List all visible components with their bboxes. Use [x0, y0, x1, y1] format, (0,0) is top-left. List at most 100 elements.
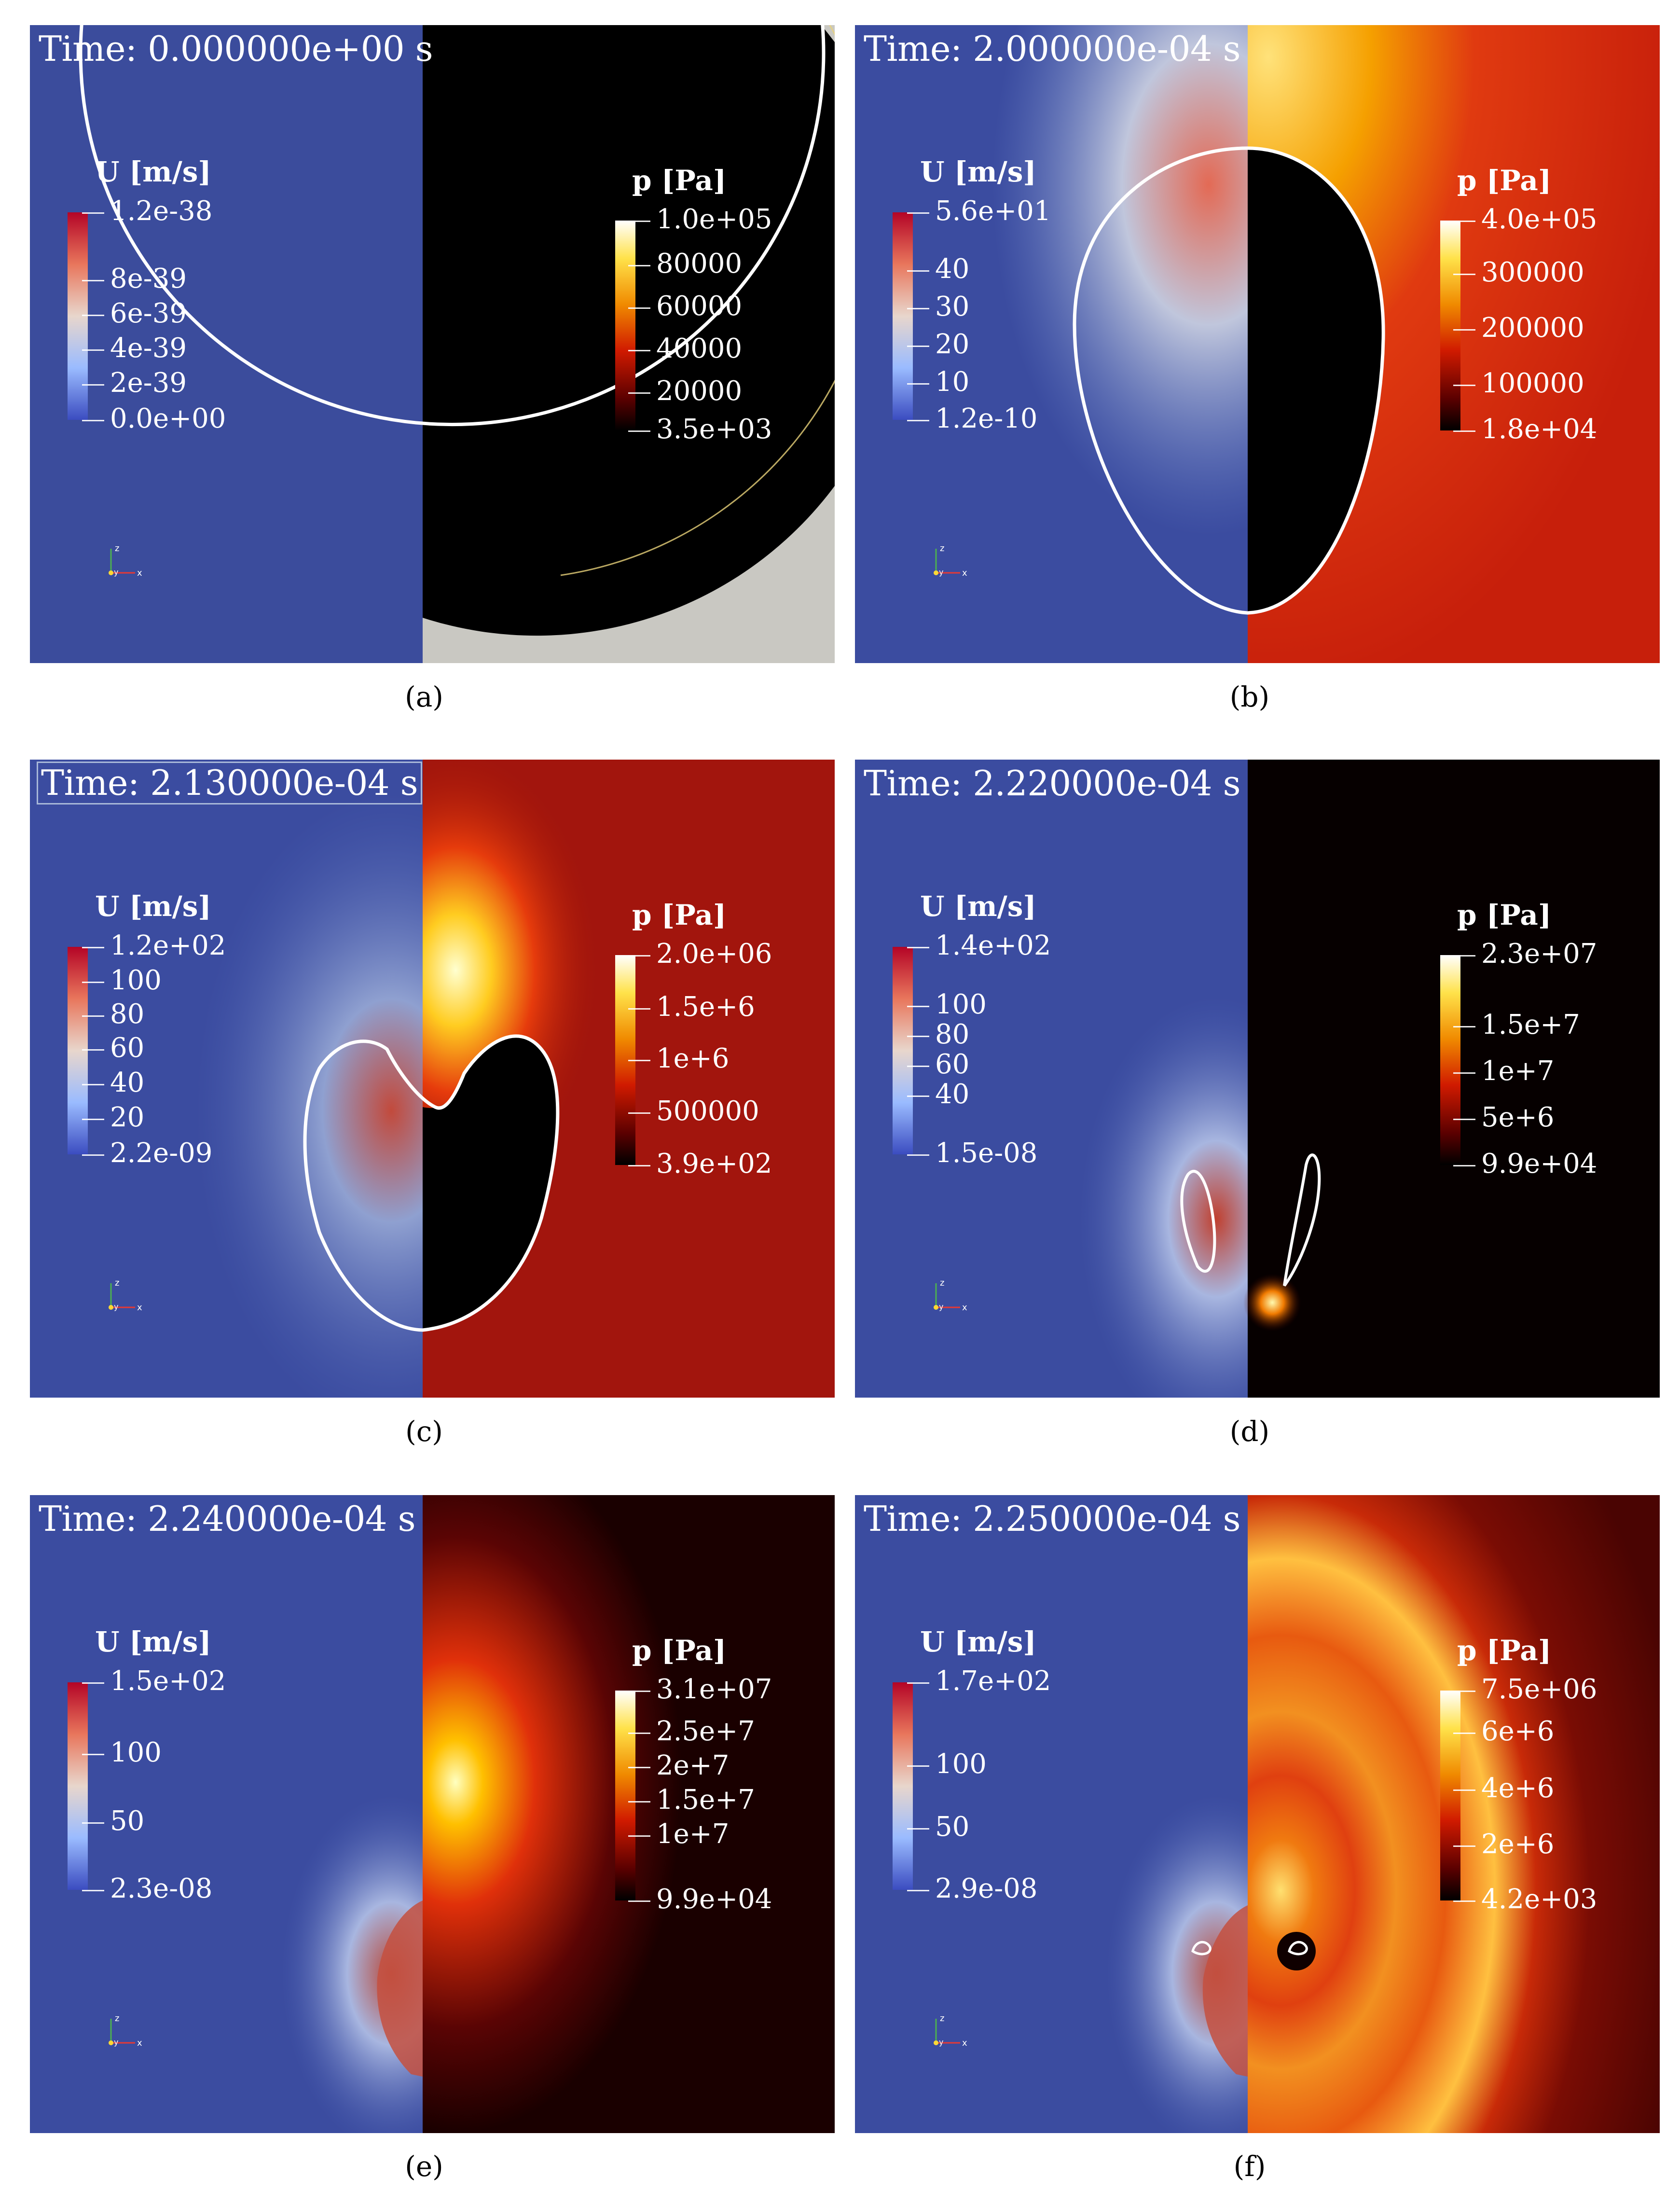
u-tick: 2.9e-08 — [935, 1873, 1038, 1904]
u-bar-title: U [m/s] — [920, 890, 1036, 923]
u-colorbar — [893, 947, 913, 1154]
u-tick: 60 — [110, 1032, 145, 1064]
axis-y-label: y — [114, 1302, 118, 1311]
p-tick: 3.5e+03 — [656, 414, 772, 445]
p-tick: 4.0e+05 — [1481, 204, 1597, 235]
caption-f: (f) — [1233, 2150, 1266, 2183]
p-bar-title: p [Pa] — [1457, 1634, 1552, 1667]
u-colorbar — [68, 947, 88, 1154]
u-bar-title: U [m/s] — [95, 1625, 211, 1658]
caption-a: (a) — [405, 680, 443, 713]
p-tick: 2e+7 — [656, 1750, 730, 1781]
u-bar-title: U [m/s] — [95, 890, 211, 923]
u-tick: 10 — [935, 366, 970, 398]
u-bar-title: U [m/s] — [920, 1625, 1036, 1658]
axes-triad: z y x — [109, 1278, 142, 1313]
p-tick: 1.5e+7 — [1481, 1009, 1580, 1040]
u-tick: 1.2e-38 — [110, 195, 213, 227]
u-tick: 2e-39 — [110, 367, 187, 399]
p-tick: 300000 — [1481, 257, 1584, 288]
p-tick: 1.5e+6 — [656, 991, 755, 1023]
u-tick: 100 — [935, 1748, 987, 1780]
p-tick: 4.2e+03 — [1481, 1884, 1597, 1915]
p-bar-title: p [Pa] — [1457, 164, 1552, 197]
axis-x-label: x — [137, 568, 142, 578]
p-colorbar — [615, 1691, 635, 1900]
p-bar-title: p [Pa] — [632, 899, 727, 931]
panel-d-field — [855, 760, 1660, 1398]
axis-z-label: z — [940, 1278, 944, 1288]
p-tick: 9.9e+04 — [1481, 1148, 1597, 1179]
u-tick: 8e-39 — [110, 263, 187, 294]
p-tick: 2e+6 — [1481, 1829, 1555, 1860]
p-tick: 3.1e+07 — [656, 1674, 772, 1705]
u-tick: 20 — [110, 1102, 145, 1133]
caption-e: (e) — [405, 2150, 443, 2183]
panel-b-field — [855, 25, 1660, 663]
time-label: Time: 2.000000e-04 s — [864, 28, 1241, 69]
p-tick: 100000 — [1481, 368, 1584, 399]
u-bar-title: U [m/s] — [95, 155, 211, 188]
p-tick: 1.8e+04 — [1481, 414, 1597, 445]
axis-z-label: z — [115, 543, 119, 554]
p-tick: 4e+6 — [1481, 1773, 1555, 1804]
u-tick: 40 — [935, 1079, 970, 1110]
axis-x-label: x — [962, 568, 967, 578]
axis-x-label: x — [962, 2038, 967, 2048]
axis-x-label: x — [962, 1303, 967, 1313]
u-tick: 1.5e+02 — [110, 1665, 226, 1697]
caption-b: (b) — [1229, 680, 1270, 713]
u-tick: 50 — [110, 1805, 145, 1837]
p-tick: 7.5e+06 — [1481, 1674, 1597, 1705]
p-tick: 60000 — [656, 291, 743, 322]
u-bar-title: U [m/s] — [920, 155, 1036, 188]
u-tick: 1.2e+02 — [110, 930, 226, 961]
u-tick: 1.2e-10 — [935, 403, 1038, 434]
panel-a: Time: 0.000000e+00 s U [m/s] 1.2e-38 8e-… — [30, 25, 835, 663]
caption-c: (c) — [405, 1415, 443, 1448]
axes-triad: z y x — [934, 2013, 967, 2048]
p-bar-title: p [Pa] — [1457, 899, 1552, 931]
p-tick: 2.5e+7 — [656, 1716, 755, 1747]
p-tick: 1e+7 — [1481, 1055, 1555, 1087]
u-tick: 2.2e-09 — [110, 1137, 213, 1169]
u-tick: 40 — [110, 1067, 145, 1098]
axis-y-label: y — [114, 568, 118, 577]
p-tick: 1.5e+7 — [656, 1784, 755, 1816]
p-tick: 20000 — [656, 375, 743, 407]
u-tick: 6e-39 — [110, 298, 187, 329]
panel-e: Time: 2.240000e-04 s U [m/s] 1.5e+02 100… — [30, 1495, 835, 2133]
u-tick: 60 — [935, 1049, 970, 1080]
time-label: Time: 0.000000e+00 s — [39, 28, 433, 69]
u-tick: 1.4e+02 — [935, 930, 1051, 961]
p-tick: 200000 — [1481, 312, 1584, 344]
axis-y-label: y — [939, 2038, 943, 2047]
p-tick: 1e+7 — [656, 1818, 730, 1850]
panel-c: Time: 2.130000e-04 s U [m/s] 1.2e+02 100… — [30, 760, 835, 1398]
axes-triad: z y x — [934, 1278, 967, 1313]
u-tick: 5.6e+01 — [935, 195, 1051, 227]
panel-c-field — [30, 760, 835, 1398]
p-tick: 80000 — [656, 248, 743, 279]
panel-d: Time: 2.220000e-04 s U [m/s] 1.4e+02 100… — [855, 760, 1660, 1398]
p-bar-title: p [Pa] — [632, 164, 727, 197]
p-colorbar — [615, 221, 635, 430]
u-colorbar — [893, 1682, 913, 1890]
axis-y-label: y — [939, 1302, 943, 1311]
p-tick: 6e+6 — [1481, 1716, 1555, 1747]
axis-z-label: z — [940, 543, 944, 554]
p-tick: 500000 — [656, 1096, 759, 1127]
panel-f: Time: 2.250000e-04 s U [m/s] 1.7e+02 100… — [855, 1495, 1660, 2133]
axis-x-label: x — [137, 2038, 142, 2048]
axis-z-label: z — [940, 2013, 944, 2024]
u-tick: 2.3e-08 — [110, 1873, 213, 1904]
p-tick: 9.9e+04 — [656, 1884, 772, 1915]
u-tick: 0.0e+00 — [110, 403, 226, 434]
axis-y-label: y — [114, 2038, 118, 2047]
p-tick: 3.9e+02 — [656, 1148, 772, 1179]
u-tick: 20 — [935, 329, 970, 360]
axis-y-label: y — [939, 568, 943, 577]
u-tick: 100 — [110, 965, 162, 996]
p-colorbar — [1440, 221, 1460, 430]
u-colorbar — [68, 1682, 88, 1890]
